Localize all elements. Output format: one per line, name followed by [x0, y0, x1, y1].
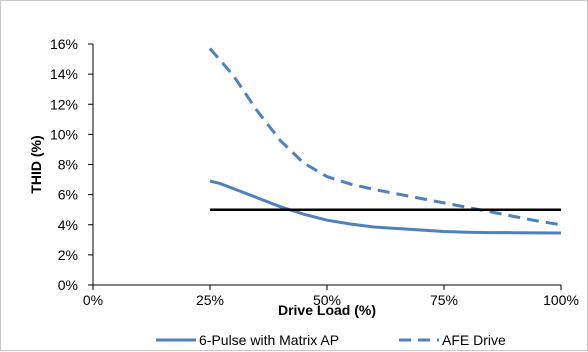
legend: 6-Pulse with Matrix AP AFE Drive: [156, 332, 506, 348]
series-line-afe-drive: [208, 47, 562, 227]
x-tick-label: 0%: [83, 292, 103, 308]
x-tick-label: 75%: [430, 292, 458, 308]
y-tick-label: 6%: [58, 187, 78, 203]
y-tick-label: 2%: [58, 247, 78, 263]
x-tick-label: 50%: [313, 292, 341, 308]
x-axis-ticks: 0% 25% 50% 75% 100%: [83, 285, 579, 308]
y-tick-label: 16%: [50, 36, 78, 52]
x-tick-label: 100%: [543, 292, 579, 308]
y-tick-label: 0%: [58, 277, 78, 293]
y-tick-label: 8%: [58, 157, 78, 173]
series-layer: [208, 47, 562, 235]
x-tick-label: 25%: [196, 292, 224, 308]
plot-lines: [92, 44, 561, 286]
y-tick-label: 4%: [58, 217, 78, 233]
series-line-6-pulse-with-matrix-ap: [209, 179, 562, 235]
x-axis-label: Drive Load (%): [278, 302, 376, 318]
y-tick-label: 12%: [50, 96, 78, 112]
y-axis-label: THID (%): [28, 135, 44, 193]
y-tick-label: 10%: [50, 126, 78, 142]
legend-label: AFE Drive: [442, 332, 506, 348]
y-tick-label: 14%: [50, 66, 78, 82]
y-axis-ticks: 0% 2% 4% 6% 8% 10% 12% 14% 16%: [50, 36, 93, 293]
legend-label: 6-Pulse with Matrix AP: [199, 332, 339, 348]
